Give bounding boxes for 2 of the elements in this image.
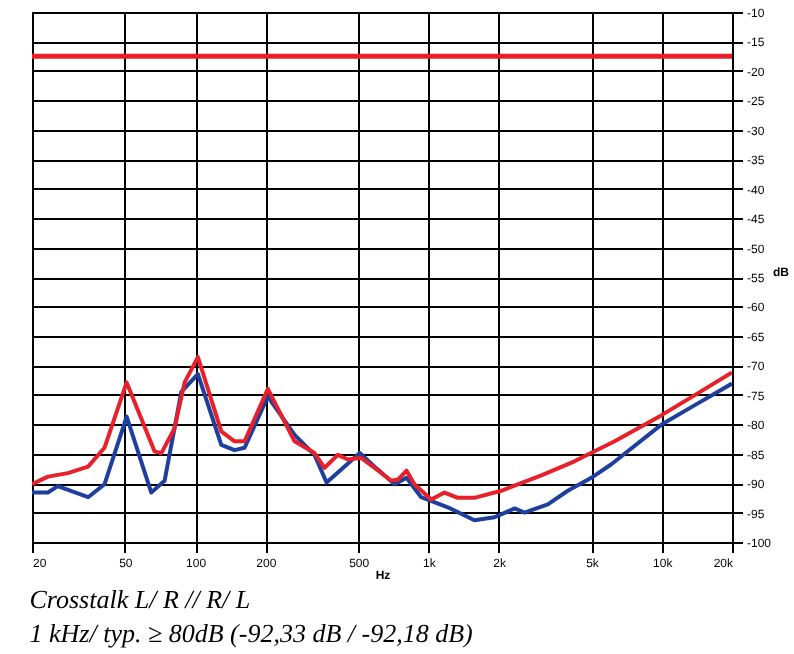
- text: Crosstalk L/ R // R/ L: [29, 584, 251, 614]
- text: 1 kHz/ typ. ≥ 80dB (-92,33 dB / -92,18 dB): [29, 618, 473, 648]
